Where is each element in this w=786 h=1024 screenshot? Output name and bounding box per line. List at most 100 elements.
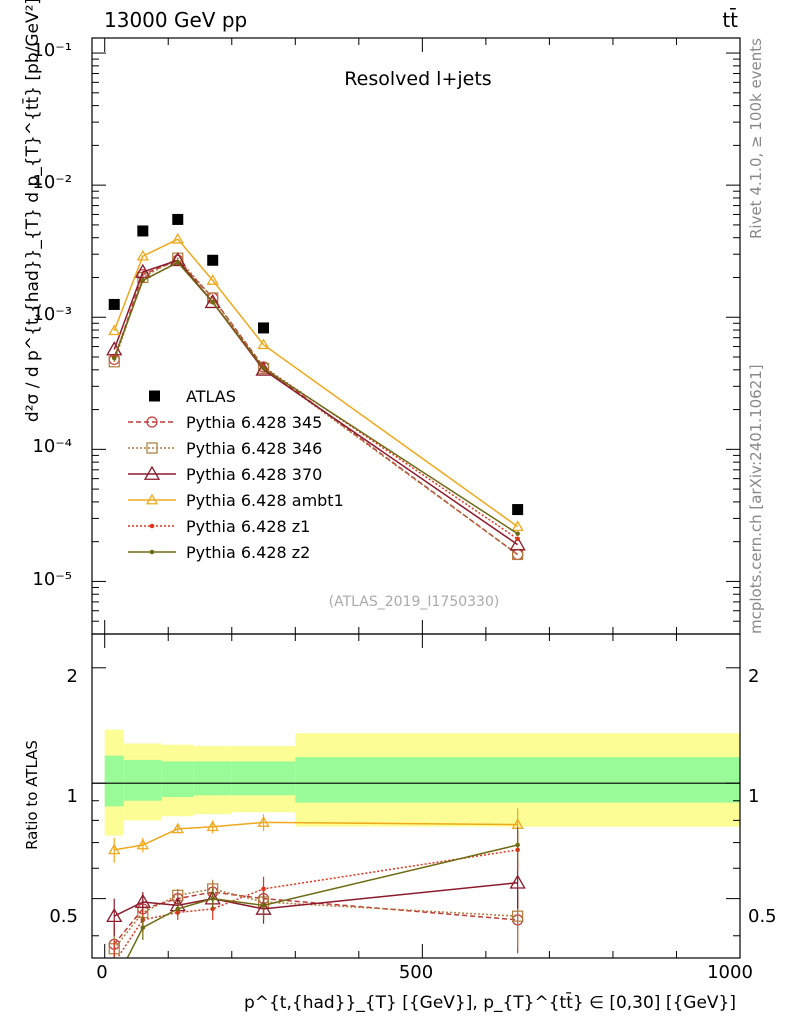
uncertainty-bands	[92, 729, 740, 836]
series-point-z2	[140, 278, 146, 283]
series-point-z2	[175, 260, 181, 265]
series-point-p370	[169, 251, 186, 267]
series-point-z2	[261, 366, 266, 371]
rivet-version-label: Rivet 4.1.0, ≥ 100k events	[747, 38, 765, 239]
y-axis-label-ratio: Ratio to ATLAS	[23, 740, 41, 850]
legend-symbol-p370	[128, 465, 176, 480]
legend-marker	[146, 416, 158, 428]
data-point-atlas	[137, 225, 149, 237]
series-point-ambt1	[108, 324, 121, 336]
data-point-atlas	[207, 254, 219, 266]
legend-item: Pythia 6.428 370	[128, 465, 322, 484]
x-axis-label: p^{t,{had}}_{T} [{GeV}], p_{T}^{tt̄} ∈ […	[244, 991, 736, 1013]
y-tick-label-main: 10⁻¹	[32, 40, 72, 61]
ratio-point-z2	[515, 842, 520, 848]
legend-marker	[149, 523, 155, 529]
x-tick-label: 500	[399, 962, 433, 983]
region-label: Resolved l+jets	[344, 68, 491, 90]
band-green	[161, 761, 194, 798]
x-tick-label: 0	[96, 962, 107, 983]
ratio-line-ambt1	[114, 821, 518, 851]
ratio-line-p346	[113, 888, 518, 950]
y-tick-label-main: 10⁻⁵	[32, 569, 72, 590]
ratio-point-ambt1	[136, 838, 149, 850]
ratio-point-z2	[175, 906, 181, 912]
y-tick-label-ratio-right: 2	[748, 666, 759, 687]
legend-item: Pythia 6.428 z2	[128, 543, 310, 562]
axis-ticks	[92, 38, 741, 958]
header-right: tt̄	[722, 7, 738, 32]
ratio-point-p370	[134, 893, 151, 908]
y-tick-label-main: 10⁻²	[32, 172, 72, 193]
series-point-ambt1	[257, 338, 270, 350]
y-tick-label-main: 10⁻⁴	[32, 436, 72, 457]
series-point-ambt1	[511, 520, 524, 532]
analysis-reference: (ATLAS_2019_I1750330)	[329, 594, 500, 610]
y-tick-label-ratio-right: 1	[748, 786, 759, 807]
ratio-plot-frame	[91, 633, 741, 959]
legend-symbol-z2	[128, 549, 176, 555]
ratio-point-ambt1	[257, 816, 270, 827]
legend-label: Pythia 6.428 ambt1	[186, 491, 344, 510]
y-tick-label-main: 10⁻³	[32, 304, 72, 325]
ratio-line-p345	[113, 891, 518, 945]
series-point-p345	[512, 548, 524, 561]
legend-symbol-z1	[128, 523, 176, 529]
series-point-z2	[111, 355, 117, 361]
legend-label: Pythia 6.428 346	[186, 439, 322, 458]
series-point-p370	[204, 293, 221, 309]
y-tick-label-ratio: 1	[67, 786, 78, 807]
band-green	[104, 755, 124, 807]
legend-symbol-p346	[128, 442, 176, 454]
data-point-atlas	[108, 298, 120, 310]
y-axis-label-main: d²σ / d p^{t,{had}}_{T} d p_{T}^{tt̄} [p…	[21, 0, 43, 422]
header-left: 13000 GeV pp	[104, 8, 247, 32]
series-point-ambt1	[136, 249, 149, 261]
legend-label: Pythia 6.428 z1	[186, 517, 310, 536]
legend-label: Pythia 6.428 z2	[186, 543, 310, 562]
legend-marker	[143, 465, 161, 480]
legend-marker	[149, 390, 160, 402]
atlas-data-points	[108, 213, 524, 516]
series-point-z2	[210, 299, 216, 305]
ratio-point-p370	[106, 907, 123, 923]
legend-item: Pythia 6.428 345	[128, 413, 322, 432]
ratio-point-ambt1	[206, 820, 219, 832]
legend-marker	[145, 493, 159, 505]
series-line-z2	[113, 261, 519, 535]
legend-symbol-ambt1	[128, 493, 176, 505]
legend-item: Pythia 6.428 ambt1	[128, 491, 344, 510]
legend-label: ATLAS	[186, 387, 236, 406]
band-green	[123, 759, 162, 801]
x-tick-label: 1000	[707, 962, 753, 983]
ratio-point-z2	[112, 982, 116, 986]
series-point-ambt1	[171, 232, 184, 244]
series-point-z1	[515, 536, 520, 542]
main-series-group	[106, 232, 526, 561]
legend-label: Pythia 6.428 345	[186, 413, 322, 432]
legend-item: Pythia 6.428 z1	[128, 517, 310, 536]
ratio-point-p346	[512, 910, 524, 922]
ratio-point-z1	[261, 886, 266, 892]
data-point-atlas	[172, 213, 184, 225]
ratio-point-z1	[112, 961, 116, 965]
ratio-point-p370	[509, 874, 526, 889]
ratio-point-z2	[210, 896, 216, 901]
legend-item: ATLAS	[149, 387, 236, 406]
band-green	[193, 761, 232, 796]
legend-symbol-p345	[128, 416, 176, 428]
ratio-point-z2	[261, 903, 266, 908]
ratio-point-z2	[140, 925, 146, 930]
legend-marker	[146, 442, 158, 454]
legend-label: Pythia 6.428 370	[186, 465, 322, 484]
ratio-point-ambt1	[171, 822, 184, 834]
mcplots-credit-label: mcplots.cern.ch [arXiv:2401.10621]	[747, 364, 765, 634]
data-point-atlas	[512, 504, 524, 516]
series-line-ambt1	[113, 238, 519, 528]
ratio-point-ambt1	[108, 843, 121, 855]
y-tick-label-ratio: 2	[67, 666, 78, 687]
y-tick-label-ratio: 0.5	[49, 906, 78, 927]
legend-item: Pythia 6.428 346	[128, 439, 322, 458]
data-point-atlas	[258, 322, 270, 334]
